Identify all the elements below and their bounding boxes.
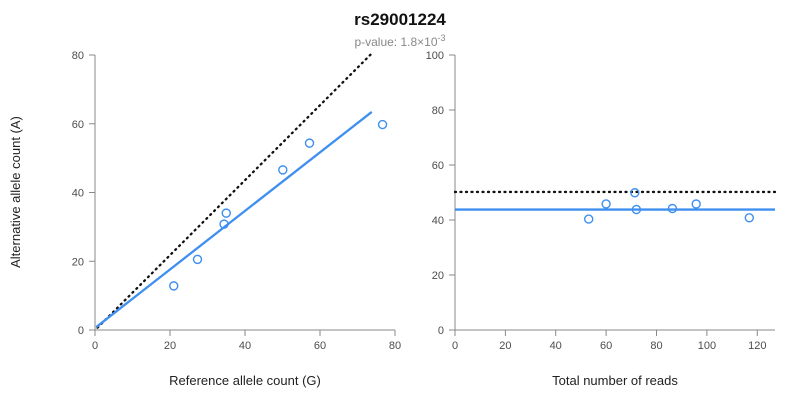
svg-text:0: 0 [92,340,98,352]
left-scatter-plot[interactable]: 0 20 40 60 80 0 20 40 60 80 Alternative … [0,0,420,400]
svg-text:60: 60 [314,340,326,352]
right-scatter-points[interactable] [585,189,754,223]
chart-page: rs29001224 p-value: 1.8×10-3 0 20 40 60 … [0,0,800,400]
svg-text:80: 80 [650,340,662,352]
right-y-ticks: 0 20 40 60 80 100 [426,50,455,337]
right-x-ticks: 0 20 40 60 80 100 120 [452,330,767,352]
svg-text:60: 60 [432,160,444,172]
svg-text:20: 20 [164,340,176,352]
left-fit-line [96,112,372,327]
svg-text:40: 40 [432,215,444,227]
right-scatter-plot[interactable]: 0 20 40 60 80 100 0 20 40 60 80 100 120 … [400,0,800,400]
left-reference-line [98,54,372,328]
left-y-ticks: 0 20 40 60 80 [72,50,95,337]
svg-text:20: 20 [432,270,444,282]
svg-text:80: 80 [72,50,84,62]
svg-text:40: 40 [550,340,562,352]
right-x-axis-label: Total number of reads [552,373,678,388]
svg-text:60: 60 [600,340,612,352]
svg-text:40: 40 [239,340,251,352]
svg-text:60: 60 [72,119,84,131]
svg-text:0: 0 [78,325,84,337]
left-y-axis-label: Alternative allele count (A) [8,116,23,268]
svg-text:0: 0 [438,325,444,337]
svg-text:0: 0 [452,340,458,352]
left-scatter-points[interactable] [170,121,387,290]
svg-text:100: 100 [698,340,716,352]
svg-text:20: 20 [499,340,511,352]
svg-text:20: 20 [72,256,84,268]
svg-text:120: 120 [748,340,766,352]
svg-text:100: 100 [426,50,444,62]
left-x-ticks: 0 20 40 60 80 [92,330,401,352]
svg-text:80: 80 [432,105,444,117]
svg-text:40: 40 [72,188,84,200]
left-x-axis-label: Reference allele count (G) [169,373,321,388]
